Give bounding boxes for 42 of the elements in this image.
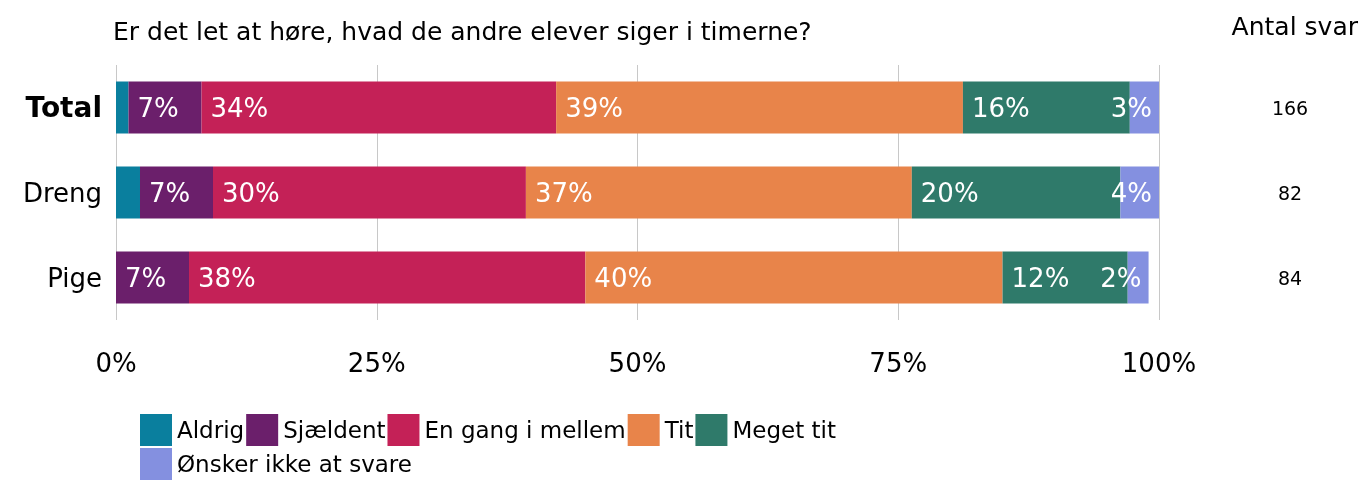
- text: 82: [1277, 181, 1303, 204]
- x-tick-label: 100%: [1121, 348, 1197, 378]
- bar: [585, 251, 1003, 304]
- data-label: 34%: [210, 92, 269, 123]
- data-label: 30%: [222, 177, 280, 208]
- chart-title: Er det let at høre, hvad de andre elever siger i timerne?: [113, 17, 812, 46]
- bar: [525, 166, 912, 219]
- bar: [556, 81, 963, 134]
- bar: [128, 81, 202, 134]
- legend-label: Aldrig: [177, 417, 245, 443]
- bar: [116, 81, 129, 134]
- data-label: 7%: [148, 177, 191, 208]
- bar: [116, 166, 140, 219]
- bar: [189, 251, 586, 304]
- legend-label: Meget tit: [732, 417, 836, 443]
- y-tick-label: Pige: [47, 262, 102, 293]
- x-tick-label: 25%: [347, 348, 406, 378]
- text: 166: [1271, 96, 1309, 119]
- data-label: 7%: [125, 262, 167, 293]
- legend-label: Ønsker ikke at svare: [177, 451, 412, 477]
- legend-label: Sjældent: [283, 417, 386, 443]
- text: 84: [1277, 266, 1303, 289]
- x-tick-label: 50%: [608, 348, 667, 378]
- bar: [213, 166, 526, 219]
- data-label: 12%: [1011, 262, 1070, 293]
- x-tick-label: 0%: [95, 348, 137, 378]
- data-label: 7%: [137, 92, 179, 123]
- legend-label: Tit: [663, 417, 694, 443]
- y-tick-label: Dreng: [22, 177, 102, 208]
- text: Antal svar: [1231, 12, 1359, 41]
- data-label: 20%: [920, 177, 979, 208]
- bar: [139, 166, 213, 219]
- legend-label: En gang i mellem: [424, 417, 626, 443]
- bar: [201, 81, 557, 134]
- y-tick-label: Total: [25, 91, 102, 124]
- data-label: 37%: [534, 177, 593, 208]
- data-label: 39%: [565, 92, 623, 123]
- data-label: 16%: [971, 92, 1030, 123]
- bar: [116, 251, 190, 304]
- data-label: 40%: [594, 262, 653, 293]
- data-label: 38%: [198, 262, 256, 293]
- x-tick-label: 75%: [869, 348, 928, 378]
